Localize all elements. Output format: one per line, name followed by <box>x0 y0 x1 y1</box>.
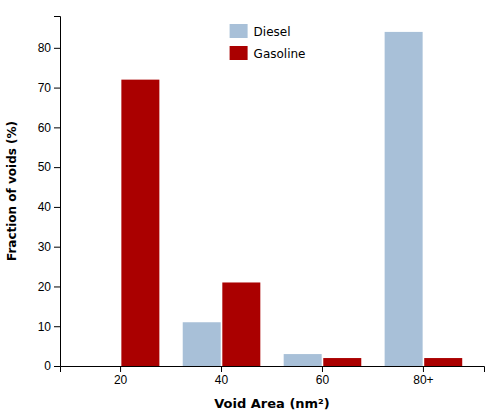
y-tick: 30 <box>38 240 60 254</box>
bar <box>82 366 120 367</box>
x-tick-mark <box>221 366 222 372</box>
x-tick: 20 <box>114 366 128 387</box>
y-tick: 40 <box>38 200 60 214</box>
bar <box>385 32 423 366</box>
x-tick: 60 <box>316 366 330 387</box>
y-tick-label: 70 <box>38 81 52 95</box>
bar <box>183 322 221 366</box>
y-tick-mark <box>54 127 60 128</box>
chart: 20 40 60 80+ 0 10 20 30 40 50 60 70 80 Diesel Gasoline… <box>0 0 500 418</box>
bar-series <box>121 80 462 366</box>
y-tick-mark <box>54 286 60 287</box>
y-axis: 0 10 20 30 40 50 60 70 80 <box>38 17 61 374</box>
x-tick-mark <box>322 366 323 372</box>
y-tick: 0 <box>44 359 60 373</box>
y-tick: 50 <box>38 160 60 174</box>
y-tick-label: 80 <box>38 41 52 55</box>
bar-series <box>183 32 423 366</box>
y-tick: 60 <box>38 121 60 135</box>
legend-swatch <box>230 24 248 38</box>
y-tick: 20 <box>38 280 60 294</box>
y-tick: 10 <box>38 320 60 334</box>
y-tick-label: 10 <box>38 320 52 334</box>
bar <box>323 358 361 366</box>
x-tick-label: 80+ <box>413 373 433 387</box>
bar <box>222 282 260 366</box>
y-tick-mark <box>54 207 60 208</box>
x-axis-title: Void Area (nm²) <box>214 396 330 411</box>
y-tick-label: 50 <box>38 160 52 174</box>
x-axis: 20 40 60 80+ <box>61 366 485 387</box>
y-tick-mark <box>54 366 60 367</box>
x-tick-label: 40 <box>215 373 229 387</box>
x-tick-label: 60 <box>316 373 330 387</box>
x-tick-mark <box>120 366 121 372</box>
legend: Diesel Gasoline <box>230 24 306 61</box>
y-tick-mark <box>54 88 60 89</box>
legend-label: Diesel <box>254 25 291 39</box>
legend-label: Gasoline <box>254 47 306 61</box>
bars <box>121 32 462 366</box>
y-tick: 80 <box>38 41 60 55</box>
y-tick: 70 <box>38 81 60 95</box>
y-tick-mark <box>54 247 60 248</box>
x-axis-line <box>61 367 485 373</box>
y-tick-mark <box>54 48 60 49</box>
y-tick-label: 20 <box>38 280 52 294</box>
x-tick: 80+ <box>413 366 433 387</box>
y-tick-label: 0 <box>44 359 51 373</box>
x-tick-mark <box>423 366 424 372</box>
x-tick-label: 20 <box>114 373 128 387</box>
x-tick: 40 <box>215 366 229 387</box>
bar <box>121 80 159 366</box>
bar <box>284 354 322 366</box>
y-tick-label: 40 <box>38 200 52 214</box>
legend-item: Gasoline <box>230 46 306 61</box>
y-tick-mark <box>54 167 60 168</box>
y-axis-title: Fraction of voids (%) <box>5 121 19 261</box>
y-tick-label: 60 <box>38 121 52 135</box>
legend-item: Diesel <box>230 24 291 39</box>
y-tick-mark <box>54 326 60 327</box>
legend-swatch <box>230 46 248 60</box>
y-tick-label: 30 <box>38 240 52 254</box>
plot: 20 40 60 80+ 0 10 20 30 40 50 60 70 80 Diesel Gasoline <box>38 17 485 387</box>
y-axis-line <box>54 17 61 367</box>
bar <box>424 358 462 366</box>
